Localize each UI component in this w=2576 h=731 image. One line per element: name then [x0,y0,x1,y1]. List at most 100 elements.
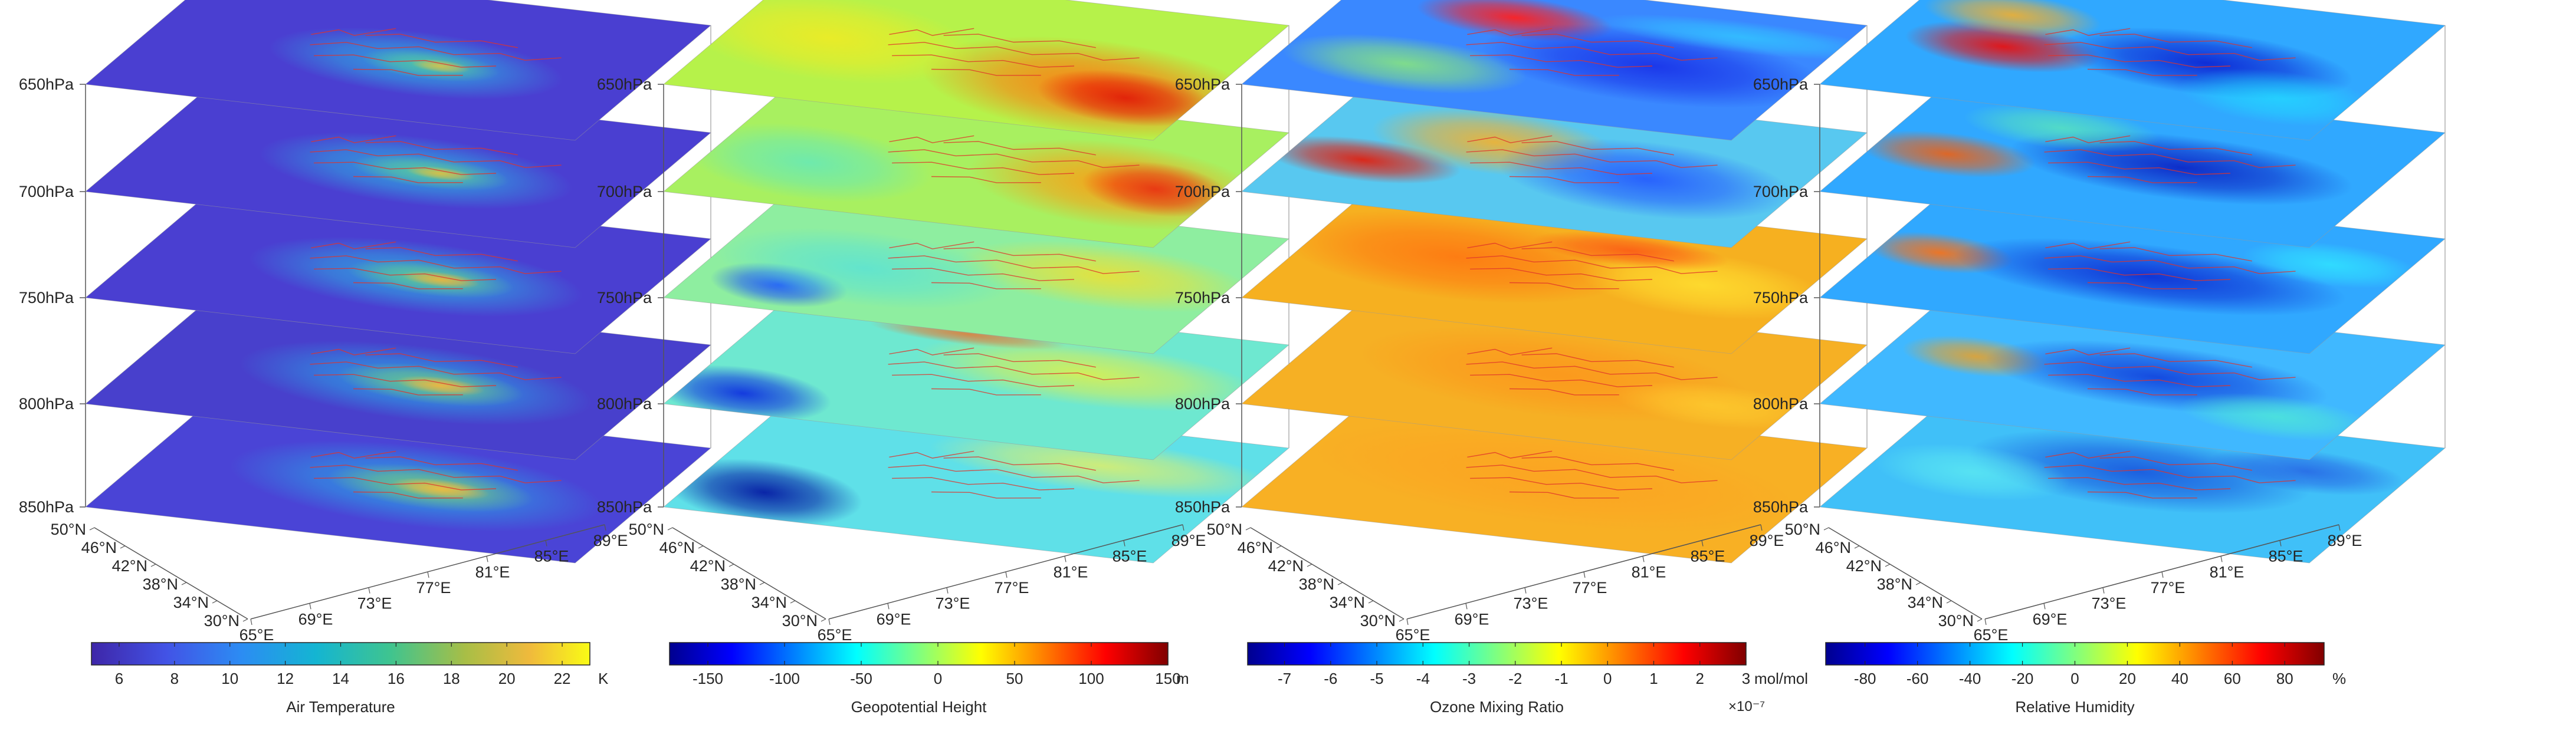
pressure-label: 850hPa [19,498,74,516]
latitude-axis [1250,527,1405,620]
latitude-tick [1276,545,1282,549]
region-outline [365,141,518,156]
heatmap-blob [1285,210,1628,304]
longitude-label: 69°E [298,610,333,628]
longitude-label: 77°E [416,579,451,597]
longitude-tick [427,571,429,578]
heatmap-blob [1594,14,1867,61]
region-outline [310,255,562,274]
latitude-label: 30°N [1360,612,1396,630]
latitude-tick [242,618,248,622]
latitude-tick [89,527,95,531]
region-outline [2099,353,2252,368]
region-outline [2045,241,2131,249]
longitude-tick [1064,556,1067,562]
longitude-tick [2279,540,2282,546]
heatmap-field [682,0,1265,140]
region-outline [888,465,1140,483]
pressure-label: 700hPa [19,183,74,200]
region-outline [892,374,1075,387]
pressure-label: 800hPa [1753,395,1809,413]
heatmap-field [1285,210,1824,320]
latitude-axis [1828,527,1983,620]
region-outline [931,282,1041,289]
plane-border [1819,391,2446,564]
region-outline [1470,477,1653,490]
heatmap-blob [682,0,977,84]
longitude-label: 85°E [2269,548,2303,565]
longitude-label: 89°E [1171,532,1206,549]
heatmap-blob [1082,161,1229,217]
region-outline [1509,282,1619,289]
region-outline [889,135,974,143]
colorbar-title: Geopotential Height [851,698,987,716]
region-outline [2045,347,2131,355]
region-outline [311,135,396,143]
region-outline [2087,491,2197,499]
region-outline [353,282,463,289]
region-outline [1467,135,1553,143]
longitude-tick [1406,618,1409,625]
plane-border [85,182,711,354]
colorbar-tick-label: 10 [221,670,238,687]
colorbar-tick-label: -3 [1462,670,1476,687]
latitude-label: 38°N [1299,575,1334,593]
colorbar-tick-label: 50 [1006,670,1023,687]
longitude-label: 89°E [2328,532,2362,549]
latitude-tick [1854,545,1860,549]
longitude-label: 85°E [1113,548,1147,565]
longitude-tick [2220,556,2223,562]
region-outline [310,42,562,61]
level-plane-650hPa [85,0,711,141]
heatmap-blob [1614,381,1810,430]
colorbar-tick-label: 12 [277,670,294,687]
panel-ozone-mixing-ratio: 27 December 2019850hPa800hPa750hPa700hPa… [1175,0,1868,716]
latitude-label: 46°N [1238,539,1273,557]
heatmap-field [268,27,563,100]
region-outline [1521,34,1674,48]
heatmap-field [1866,232,2419,316]
region-outline [1470,54,1653,68]
level-plane-650hPa [1241,0,1868,141]
region-outline [943,353,1096,368]
region-outline [314,477,497,490]
region-outline [311,450,396,459]
colorbar-unit: % [2332,670,2346,687]
colorbar-tick-label: 8 [170,670,179,687]
plane-border [85,76,711,248]
pressure-label: 750hPa [597,289,652,307]
latitude-tick [120,545,126,549]
latitude-tick [729,564,734,567]
heatmap-blob [666,459,862,526]
region-outline [314,268,497,281]
colorbar-tick-label: 0 [934,670,942,687]
longitude-label: 69°E [877,610,911,628]
colorbar-tick-label: -2 [1508,670,1522,687]
heatmap-blob [686,123,932,202]
region-outline [2044,255,2296,274]
region-outline [314,54,497,68]
latitude-tick [150,564,156,567]
heatmap-blob [1532,231,1729,271]
heatmap-blob [664,365,831,422]
region-outline [1521,353,1674,368]
region-outline [931,176,1041,183]
region-outline [892,162,1075,175]
heatmap-field [1358,326,1810,430]
plane-border [85,288,711,460]
colorbar-tick-label: 22 [554,670,571,687]
latitude-tick [181,582,187,585]
latitude-label: 46°N [81,539,117,557]
heatmap-blob [1498,138,1793,220]
region-outline [2048,54,2231,68]
pressure-label: 750hPa [1753,289,1809,307]
region-outline [888,42,1140,61]
latitude-label: 42°N [690,557,726,575]
longitude-tick [1465,603,1468,610]
region-outline [314,374,497,387]
longitude-tick [2102,587,2105,594]
latitude-tick [1399,618,1405,622]
longitude-tick [604,524,606,531]
longitude-tick [2338,524,2341,531]
